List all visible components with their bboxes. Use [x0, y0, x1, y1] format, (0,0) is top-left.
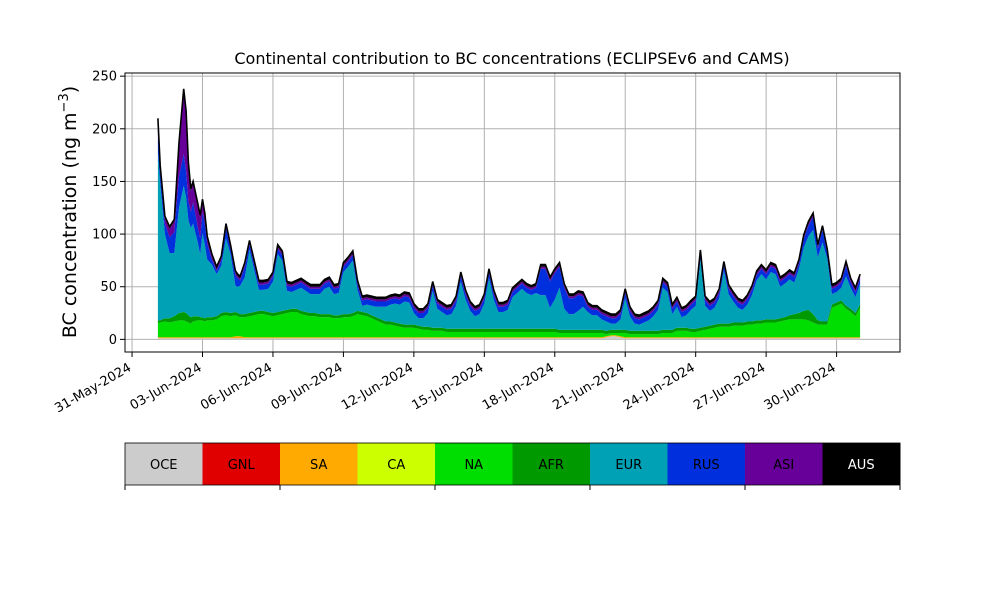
legend-label-ca: CA — [387, 458, 405, 473]
y-axis-label-close: ) — [59, 86, 81, 93]
x-tick-label: 24-Jun-2024 — [621, 360, 698, 413]
x-tick-label: 31-May-2024 — [52, 360, 134, 416]
stacked-area-layer — [157, 88, 861, 340]
legend-label-aus: AUS — [848, 458, 875, 473]
y-axis-label: BC concentration (ng m−3) — [57, 86, 81, 338]
area-eur — [157, 152, 861, 331]
y-tick-label: 150 — [92, 175, 117, 190]
chart-title: Continental contribution to BC concentra… — [234, 49, 789, 68]
legend-label-asi: ASI — [773, 458, 794, 473]
y-axis-label-superscript: −3 — [57, 93, 72, 112]
x-tick-label: 06-Jun-2024 — [198, 360, 275, 413]
legend-swatch-gnl — [202, 443, 281, 485]
x-tick-label: 03-Jun-2024 — [128, 360, 205, 413]
legend-swatch-oce — [125, 443, 203, 485]
y-axis-label-main: BC concentration (ng m — [59, 112, 81, 338]
y-tick-label: 100 — [92, 228, 117, 243]
x-tick-label: 27-Jun-2024 — [691, 360, 768, 413]
legend-label-afr: AFR — [539, 458, 564, 473]
legend-label-oce: OCE — [150, 458, 178, 473]
legend-label-na: NA — [464, 458, 483, 473]
x-tick-label: 12-Jun-2024 — [339, 360, 416, 413]
y-tick-label: 0 — [109, 333, 117, 348]
area-oce — [157, 336, 861, 340]
legend-label-eur: EUR — [615, 458, 642, 473]
legend-swatch-sa — [280, 443, 358, 485]
x-tick-label: 09-Jun-2024 — [269, 360, 346, 413]
plot-frame — [124, 72, 901, 353]
legend-swatch-na — [435, 443, 513, 485]
total-line — [157, 88, 861, 317]
x-tick-label: 30-Jun-2024 — [762, 360, 839, 413]
legend-label-gnl: GNL — [228, 458, 256, 473]
legend-frame — [124, 442, 901, 486]
y-tick-label: 200 — [92, 122, 117, 137]
legend-swatch-afr — [512, 443, 591, 485]
legend-label-rus: RUS — [693, 458, 720, 473]
colorbar-legend: OCE GNL SA CA NA AFR EUR RUS ASI AUS — [124, 442, 901, 490]
legend-swatch-rus — [667, 443, 746, 485]
y-tick-label: 250 — [92, 70, 117, 85]
legend-swatch-ca — [357, 443, 436, 485]
area-sa — [157, 335, 861, 339]
x-tick-label: 15-Jun-2024 — [409, 360, 486, 413]
legend-swatch-eur — [590, 443, 668, 485]
legend-swatch-aus — [822, 443, 901, 485]
legend-label-sa: SA — [310, 458, 327, 473]
x-tick-label: 21-Jun-2024 — [550, 360, 627, 413]
y-tick-label: 50 — [100, 280, 117, 295]
x-tick-label: 18-Jun-2024 — [480, 360, 557, 413]
area-na — [157, 303, 861, 338]
legend-swatch-asi — [745, 443, 823, 485]
